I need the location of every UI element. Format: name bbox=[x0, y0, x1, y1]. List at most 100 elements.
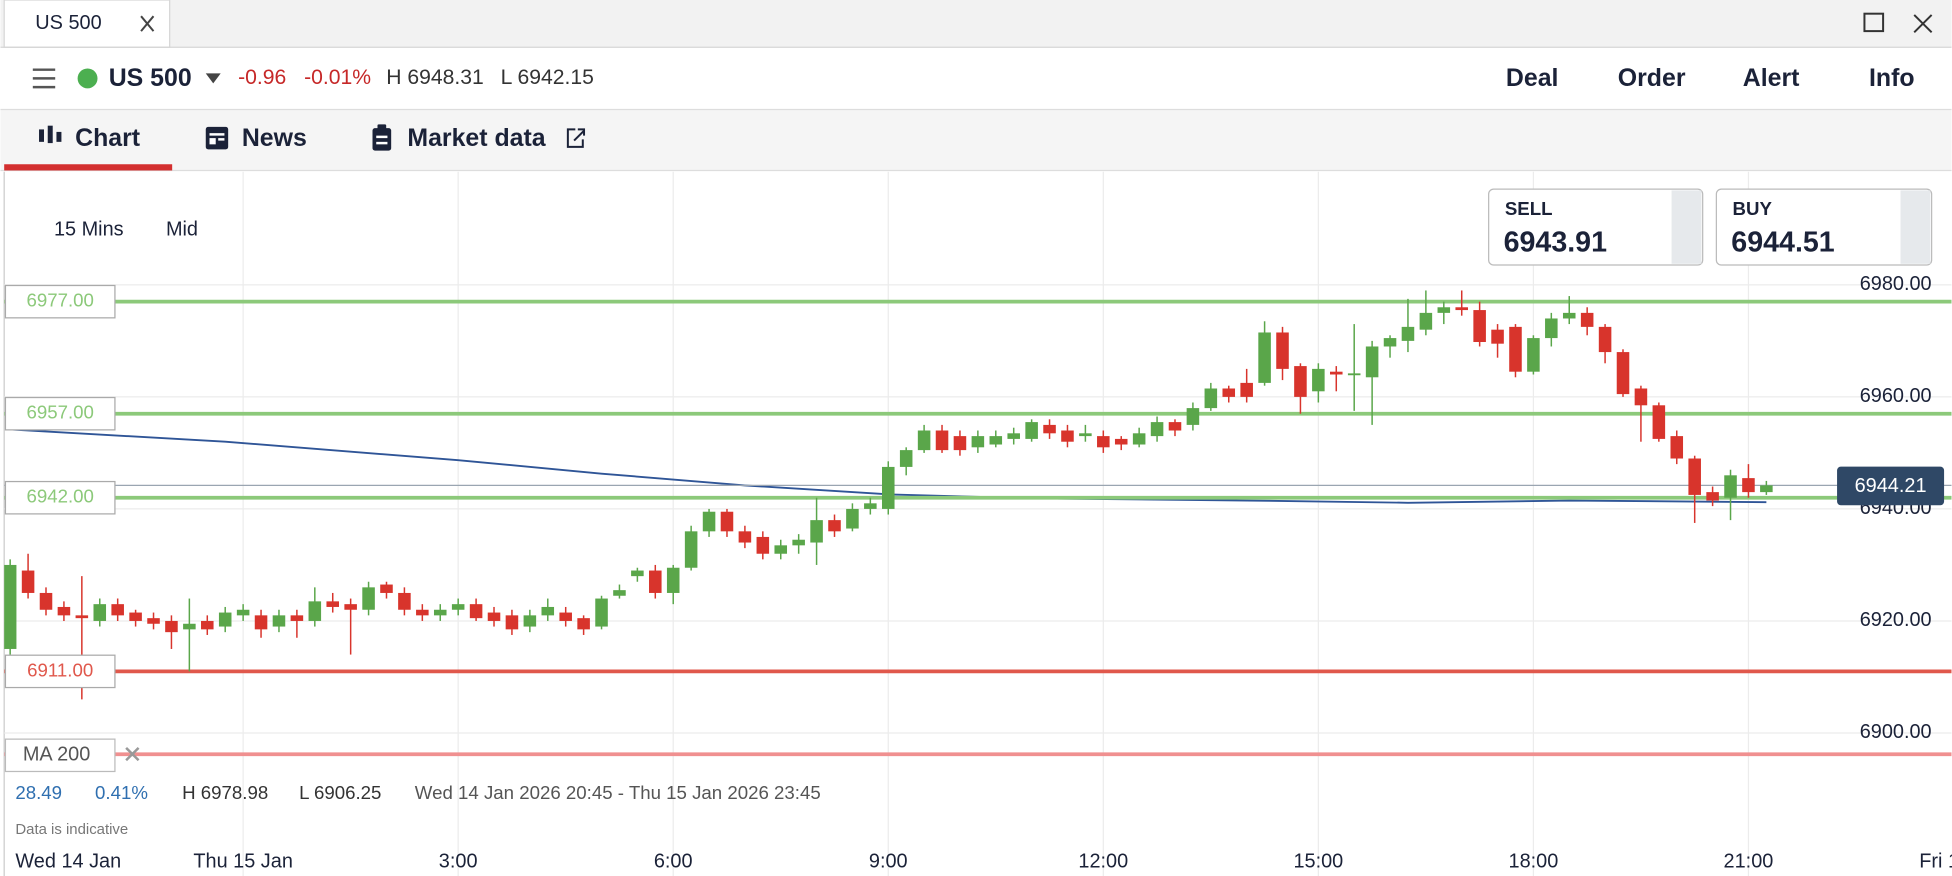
price-change: -0.96 bbox=[238, 66, 286, 89]
candle-body bbox=[774, 545, 788, 554]
sell-price: 6943.91 bbox=[1504, 226, 1608, 258]
candle-body bbox=[541, 606, 555, 616]
candle-body bbox=[183, 623, 196, 630]
chart-tab[interactable]: Chart bbox=[75, 124, 140, 152]
candle-body bbox=[21, 570, 35, 593]
candle-body bbox=[1634, 388, 1648, 406]
price-level-tag[interactable] bbox=[4, 284, 116, 319]
period-change-pct: 0.41% bbox=[95, 782, 148, 803]
candle-body bbox=[1365, 346, 1379, 378]
candle-body bbox=[433, 609, 447, 616]
candle-body bbox=[828, 520, 841, 532]
candle-body bbox=[846, 508, 859, 529]
candle-body bbox=[899, 450, 913, 467]
candle-body bbox=[1437, 307, 1451, 313]
window-tab[interactable] bbox=[3, 0, 171, 48]
candle-body bbox=[39, 592, 53, 610]
candle-body bbox=[1043, 424, 1056, 434]
candle-body bbox=[917, 430, 931, 451]
sell-box[interactable] bbox=[1488, 188, 1704, 266]
close-tab-icon[interactable] bbox=[140, 15, 155, 32]
candle-body bbox=[1079, 433, 1092, 437]
candle-body bbox=[595, 598, 608, 627]
candle-body bbox=[1007, 433, 1020, 439]
candle-body bbox=[720, 511, 734, 532]
x-tick-label: Thu 15 Jan bbox=[193, 851, 293, 873]
candle-body bbox=[1688, 458, 1701, 495]
price-level-tag[interactable] bbox=[4, 396, 116, 431]
market-status-dot bbox=[77, 68, 98, 89]
candle-body bbox=[953, 436, 967, 451]
candle-body bbox=[1132, 433, 1146, 445]
x-tick-label: 12:00 bbox=[1078, 851, 1128, 873]
candle-body bbox=[792, 539, 805, 546]
sell-label: SELL bbox=[1505, 198, 1553, 219]
period-high: H 6978.98 bbox=[182, 782, 268, 803]
period-range: Wed 14 Jan 2026 20:45 - Thu 15 Jan 2026 … bbox=[415, 782, 821, 803]
price-level-tag[interactable] bbox=[4, 480, 116, 515]
day-low: L 6942.15 bbox=[501, 66, 594, 89]
y-tick-label: 6920.00 bbox=[1860, 609, 1932, 631]
candle-body bbox=[1509, 326, 1522, 372]
candle-body bbox=[201, 620, 214, 630]
candle-body bbox=[1598, 326, 1612, 353]
info-button[interactable]: Info bbox=[1869, 64, 1915, 92]
candle-body bbox=[308, 601, 322, 621]
candle-body bbox=[1114, 438, 1128, 445]
interval-selector[interactable]: 15 Mins bbox=[54, 218, 124, 240]
candle-body bbox=[1527, 338, 1540, 372]
candle-body bbox=[702, 511, 716, 532]
candle-body bbox=[218, 612, 232, 627]
candle-body bbox=[1652, 405, 1666, 439]
x-tick-label: 18:00 bbox=[1509, 851, 1559, 873]
candle-body bbox=[1168, 422, 1182, 431]
candle-body bbox=[1455, 307, 1468, 311]
candle-body bbox=[111, 604, 124, 616]
candle-body bbox=[1383, 338, 1397, 347]
candle-body bbox=[362, 587, 375, 610]
candle-body bbox=[1742, 478, 1755, 493]
candle-body bbox=[1724, 475, 1737, 498]
maximize-icon[interactable] bbox=[1863, 12, 1885, 33]
price-level-tag[interactable] bbox=[4, 654, 116, 689]
buy-box[interactable] bbox=[1715, 188, 1933, 266]
candle-body bbox=[989, 436, 1003, 445]
candle-body bbox=[487, 612, 501, 621]
deal-button[interactable]: Deal bbox=[1506, 64, 1559, 92]
menu-icon[interactable] bbox=[32, 68, 56, 89]
y-tick-label: 6960.00 bbox=[1860, 385, 1932, 407]
candle-body bbox=[864, 503, 877, 509]
candle-body bbox=[398, 592, 411, 610]
candle-body bbox=[416, 609, 429, 616]
alert-button[interactable]: Alert bbox=[1743, 64, 1800, 92]
order-button[interactable]: Order bbox=[1618, 64, 1686, 92]
last-price-tag bbox=[1837, 466, 1945, 506]
period-low: L 6906.25 bbox=[299, 782, 381, 803]
x-tick-label: 6:00 bbox=[654, 851, 693, 873]
remove-indicator-icon[interactable] bbox=[125, 746, 140, 762]
buy-box-side bbox=[1900, 190, 1931, 264]
candle-body bbox=[613, 590, 626, 596]
news-tab[interactable]: News bbox=[242, 124, 307, 152]
sell-quote[interactable]: SELL 6943.91 bbox=[1488, 188, 1704, 266]
ma-legend-box[interactable] bbox=[4, 738, 116, 773]
buy-quote[interactable]: BUY 6944.51 bbox=[1715, 188, 1933, 266]
candle-body bbox=[1347, 373, 1361, 376]
grid bbox=[4, 171, 1952, 876]
dropdown-icon[interactable] bbox=[205, 73, 221, 84]
candle-body bbox=[165, 620, 178, 633]
candle-body bbox=[649, 570, 662, 593]
candle-body bbox=[75, 615, 89, 619]
price-type-selector[interactable]: Mid bbox=[166, 218, 198, 240]
y-tick-label: 6980.00 bbox=[1860, 273, 1932, 295]
candle-body bbox=[469, 604, 483, 619]
close-window-icon[interactable] bbox=[1913, 14, 1933, 34]
candle-body bbox=[1760, 485, 1773, 493]
market-data-tab[interactable]: Market data bbox=[407, 124, 545, 152]
price-level-label: 6957.00 bbox=[26, 402, 93, 423]
external-link-icon[interactable] bbox=[566, 128, 586, 148]
instrument-name[interactable]: US 500 bbox=[109, 64, 192, 92]
candle-body bbox=[810, 520, 823, 543]
